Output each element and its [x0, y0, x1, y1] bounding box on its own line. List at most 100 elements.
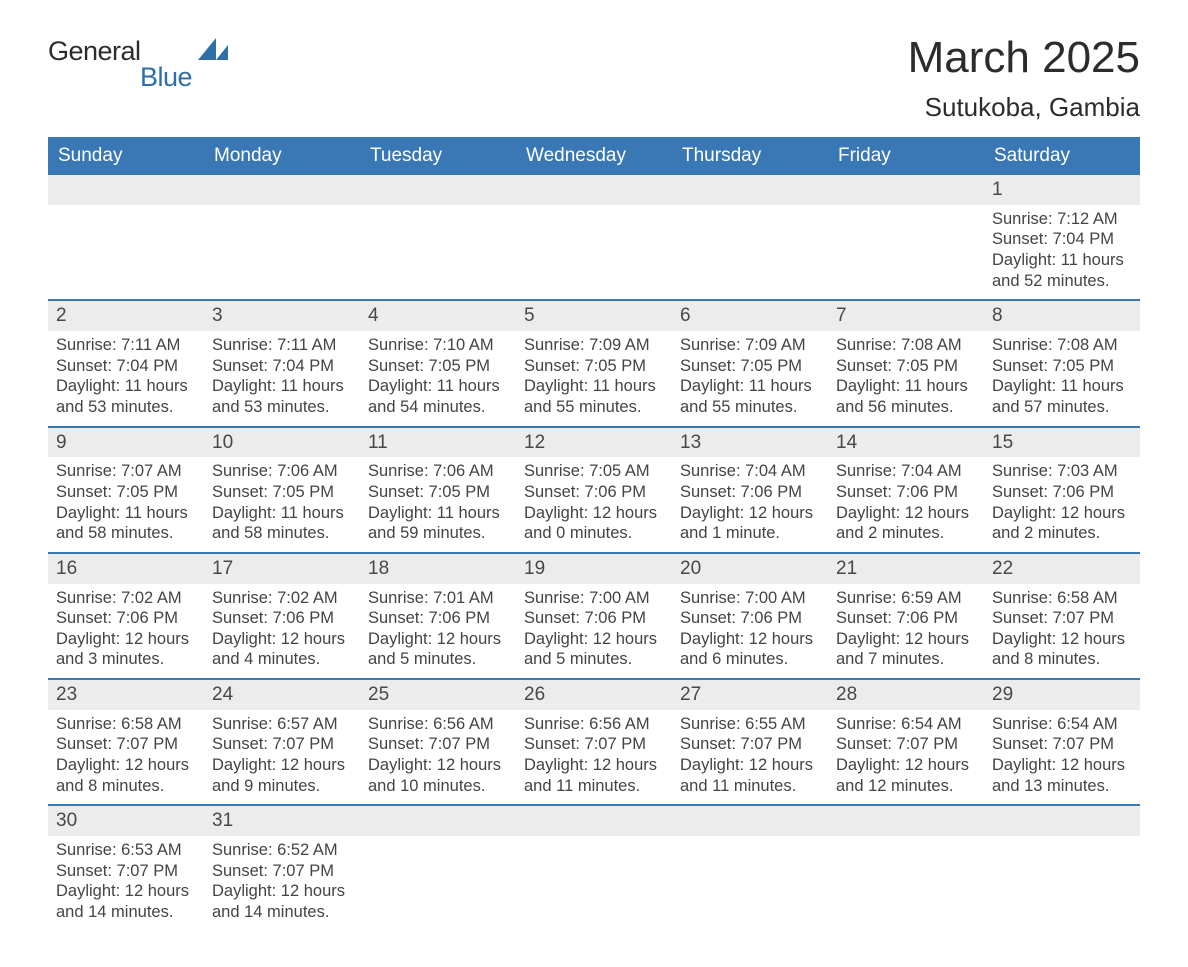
- cell-body: Sunrise: 7:04 AMSunset: 7:06 PMDaylight:…: [828, 457, 984, 552]
- sunset-line: Sunset: 7:05 PM: [680, 356, 820, 377]
- daylight-line: Daylight: 12 hours and 5 minutes.: [524, 629, 664, 670]
- calendar-cell: 30Sunrise: 6:53 AMSunset: 7:07 PMDayligh…: [48, 806, 204, 930]
- day-number: 1: [984, 175, 1140, 205]
- day-header-row: SundayMondayTuesdayWednesdayThursdayFrid…: [48, 137, 1140, 175]
- calendar-cell: 31Sunrise: 6:52 AMSunset: 7:07 PMDayligh…: [204, 806, 360, 930]
- daylight-line: Daylight: 12 hours and 11 minutes.: [680, 755, 820, 796]
- day-number: 8: [984, 301, 1140, 331]
- sunrise-line: Sunrise: 6:59 AM: [836, 588, 976, 609]
- sunrise-line: Sunrise: 6:56 AM: [524, 714, 664, 735]
- sunset-line: Sunset: 7:06 PM: [524, 608, 664, 629]
- cell-body: Sunrise: 6:57 AMSunset: 7:07 PMDaylight:…: [204, 710, 360, 805]
- day-number: [984, 806, 1140, 836]
- logo: General Blue: [48, 36, 228, 96]
- sunrise-line: Sunrise: 7:00 AM: [524, 588, 664, 609]
- calendar-cell: 24Sunrise: 6:57 AMSunset: 7:07 PMDayligh…: [204, 680, 360, 804]
- calendar-week: 30Sunrise: 6:53 AMSunset: 7:07 PMDayligh…: [48, 804, 1140, 930]
- calendar-cell-empty: [828, 806, 984, 930]
- calendar-cell-empty: [672, 806, 828, 930]
- sunrise-line: Sunrise: 6:53 AM: [56, 840, 196, 861]
- daylight-line: Daylight: 12 hours and 10 minutes.: [368, 755, 508, 796]
- sunset-line: Sunset: 7:07 PM: [680, 734, 820, 755]
- calendar-cell-empty: [360, 175, 516, 299]
- sunset-line: Sunset: 7:06 PM: [836, 482, 976, 503]
- sunrise-line: Sunrise: 7:02 AM: [56, 588, 196, 609]
- day-number: 11: [360, 428, 516, 458]
- cell-body: [48, 205, 204, 217]
- calendar-cell: 6Sunrise: 7:09 AMSunset: 7:05 PMDaylight…: [672, 301, 828, 425]
- cell-body: Sunrise: 7:04 AMSunset: 7:06 PMDaylight:…: [672, 457, 828, 552]
- daylight-line: Daylight: 12 hours and 5 minutes.: [368, 629, 508, 670]
- day-number: 10: [204, 428, 360, 458]
- sunrise-line: Sunrise: 7:02 AM: [212, 588, 352, 609]
- day-number: 31: [204, 806, 360, 836]
- sunset-line: Sunset: 7:05 PM: [56, 482, 196, 503]
- daylight-line: Daylight: 11 hours and 55 minutes.: [680, 376, 820, 417]
- sunrise-line: Sunrise: 7:12 AM: [992, 209, 1132, 230]
- cell-body: [672, 836, 828, 848]
- day-number: [48, 175, 204, 205]
- cell-body: Sunrise: 7:06 AMSunset: 7:05 PMDaylight:…: [360, 457, 516, 552]
- sunset-line: Sunset: 7:05 PM: [836, 356, 976, 377]
- cell-body: Sunrise: 7:02 AMSunset: 7:06 PMDaylight:…: [204, 584, 360, 679]
- calendar-cell-empty: [360, 806, 516, 930]
- day-number: 13: [672, 428, 828, 458]
- cell-body: Sunrise: 7:11 AMSunset: 7:04 PMDaylight:…: [204, 331, 360, 426]
- sunrise-line: Sunrise: 7:10 AM: [368, 335, 508, 356]
- calendar-cell: 8Sunrise: 7:08 AMSunset: 7:05 PMDaylight…: [984, 301, 1140, 425]
- calendar-cell: 5Sunrise: 7:09 AMSunset: 7:05 PMDaylight…: [516, 301, 672, 425]
- calendar-cell-empty: [516, 175, 672, 299]
- sunrise-line: Sunrise: 7:03 AM: [992, 461, 1132, 482]
- calendar-cell: 18Sunrise: 7:01 AMSunset: 7:06 PMDayligh…: [360, 554, 516, 678]
- calendar-cell: 2Sunrise: 7:11 AMSunset: 7:04 PMDaylight…: [48, 301, 204, 425]
- day-header-cell: Friday: [828, 137, 984, 175]
- daylight-line: Daylight: 11 hours and 56 minutes.: [836, 376, 976, 417]
- day-number: 17: [204, 554, 360, 584]
- calendar-cell: 27Sunrise: 6:55 AMSunset: 7:07 PMDayligh…: [672, 680, 828, 804]
- calendar-week: 16Sunrise: 7:02 AMSunset: 7:06 PMDayligh…: [48, 552, 1140, 678]
- location-subtitle: Sutukoba, Gambia: [908, 92, 1140, 123]
- cell-body: Sunrise: 6:56 AMSunset: 7:07 PMDaylight:…: [516, 710, 672, 805]
- day-number: 19: [516, 554, 672, 584]
- day-header-cell: Saturday: [984, 137, 1140, 175]
- cell-body: [204, 205, 360, 217]
- sunset-line: Sunset: 7:05 PM: [368, 482, 508, 503]
- sunset-line: Sunset: 7:06 PM: [680, 608, 820, 629]
- sunrise-line: Sunrise: 7:11 AM: [212, 335, 352, 356]
- day-header-cell: Tuesday: [360, 137, 516, 175]
- sunrise-line: Sunrise: 7:06 AM: [212, 461, 352, 482]
- cell-body: Sunrise: 6:56 AMSunset: 7:07 PMDaylight:…: [360, 710, 516, 805]
- day-number: 12: [516, 428, 672, 458]
- day-number: [672, 175, 828, 205]
- day-number: 24: [204, 680, 360, 710]
- sunset-line: Sunset: 7:07 PM: [992, 608, 1132, 629]
- sunset-line: Sunset: 7:07 PM: [212, 861, 352, 882]
- cell-body: Sunrise: 7:09 AMSunset: 7:05 PMDaylight:…: [672, 331, 828, 426]
- sunset-line: Sunset: 7:06 PM: [992, 482, 1132, 503]
- sunset-line: Sunset: 7:06 PM: [680, 482, 820, 503]
- sunrise-line: Sunrise: 6:54 AM: [836, 714, 976, 735]
- cell-body: Sunrise: 6:52 AMSunset: 7:07 PMDaylight:…: [204, 836, 360, 931]
- daylight-line: Daylight: 11 hours and 54 minutes.: [368, 376, 508, 417]
- sunrise-line: Sunrise: 7:04 AM: [680, 461, 820, 482]
- sunset-line: Sunset: 7:04 PM: [992, 229, 1132, 250]
- calendar-cell: 11Sunrise: 7:06 AMSunset: 7:05 PMDayligh…: [360, 428, 516, 552]
- daylight-line: Daylight: 12 hours and 13 minutes.: [992, 755, 1132, 796]
- logo-text-blue: Blue: [140, 62, 192, 93]
- sunset-line: Sunset: 7:07 PM: [56, 861, 196, 882]
- daylight-line: Daylight: 12 hours and 8 minutes.: [56, 755, 196, 796]
- day-number: [828, 175, 984, 205]
- sunrise-line: Sunrise: 7:08 AM: [836, 335, 976, 356]
- calendar-cell: 22Sunrise: 6:58 AMSunset: 7:07 PMDayligh…: [984, 554, 1140, 678]
- daylight-line: Daylight: 12 hours and 14 minutes.: [56, 881, 196, 922]
- cell-body: [984, 836, 1140, 848]
- calendar-cell: 13Sunrise: 7:04 AMSunset: 7:06 PMDayligh…: [672, 428, 828, 552]
- cell-body: Sunrise: 6:54 AMSunset: 7:07 PMDaylight:…: [984, 710, 1140, 805]
- day-number: [828, 806, 984, 836]
- day-number: 18: [360, 554, 516, 584]
- calendar-cell: 15Sunrise: 7:03 AMSunset: 7:06 PMDayligh…: [984, 428, 1140, 552]
- daylight-line: Daylight: 11 hours and 55 minutes.: [524, 376, 664, 417]
- daylight-line: Daylight: 11 hours and 53 minutes.: [56, 376, 196, 417]
- sunset-line: Sunset: 7:07 PM: [992, 734, 1132, 755]
- daylight-line: Daylight: 12 hours and 1 minute.: [680, 503, 820, 544]
